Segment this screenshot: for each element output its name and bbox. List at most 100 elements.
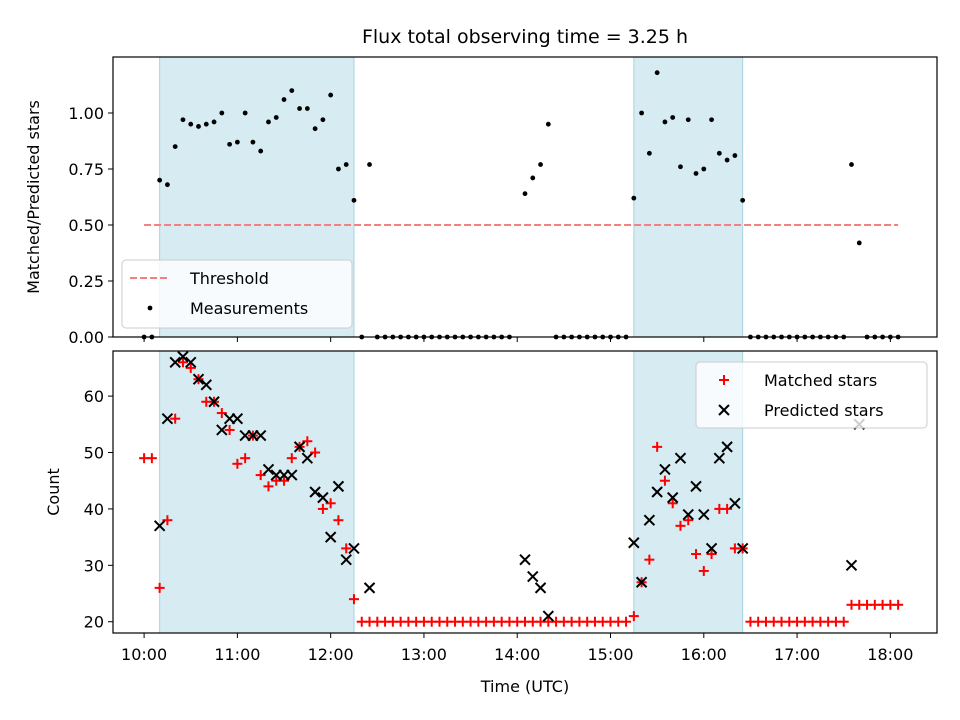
x-stroke	[153, 520, 166, 532]
x-tick-label: 14:00	[494, 645, 540, 664]
y-tick-label: 30	[84, 556, 104, 575]
measurement-point	[180, 117, 186, 123]
matched-star-point	[348, 594, 359, 605]
top-panel: 0.00 0.25 0.50 0.75 1.00 Threshold Measurement…	[68, 56, 938, 347]
x-stroke	[309, 486, 321, 498]
x-stroke	[651, 486, 663, 498]
predicted-star-point	[705, 542, 718, 555]
y-tick-label: 0.25	[68, 272, 104, 291]
measurement-point	[297, 106, 302, 111]
predicted-star-point	[216, 424, 228, 436]
bottom-y-axis-label: Count	[44, 468, 63, 516]
predicted-star-point	[200, 379, 212, 391]
x-stroke	[718, 404, 730, 416]
matched-star-point	[232, 458, 243, 469]
measurement-point	[273, 115, 279, 120]
x-stroke	[317, 491, 329, 504]
matched-star-point	[146, 453, 157, 464]
predicted-star-point	[674, 452, 687, 464]
measurement-point	[250, 139, 256, 145]
matched-star-point	[722, 503, 733, 514]
measurement-point	[281, 97, 287, 102]
legend: Matched stars Predicted stars	[695, 361, 928, 429]
measurement-point	[203, 121, 209, 127]
measurement-point	[662, 119, 668, 125]
x-axis-label: Time (UTC)	[480, 677, 569, 696]
predicted-star-point	[293, 441, 306, 453]
matched-star-point	[325, 498, 336, 509]
measurement-point	[709, 117, 714, 123]
matched-star-point	[216, 408, 227, 419]
y-tick-label: 20	[84, 613, 104, 632]
x-stroke	[301, 452, 314, 464]
predicted-star-point	[713, 452, 726, 464]
x-stroke	[659, 463, 671, 476]
y-tick-label: 0.00	[68, 328, 104, 347]
predicted-star-point	[324, 531, 337, 543]
measurement-point	[701, 166, 707, 172]
matched-star-point	[691, 549, 702, 560]
measurement-point	[328, 92, 334, 98]
matched-star-point	[185, 362, 196, 373]
legend-box	[695, 361, 928, 429]
matched-star-point	[224, 424, 235, 435]
y-tick-label: 40	[84, 500, 104, 519]
x-stroke	[363, 582, 376, 594]
x-stroke	[713, 452, 726, 464]
legend-matched-swatch	[719, 375, 729, 385]
matched-star-point	[652, 441, 663, 452]
measurement-point	[538, 162, 543, 167]
predicted-star-point	[527, 570, 539, 583]
matched-star-point	[240, 453, 251, 464]
matched-star-point	[286, 453, 297, 464]
measurement-point	[312, 126, 318, 132]
measurement-point	[211, 119, 217, 125]
measurement-point	[219, 110, 225, 116]
measurement-point	[646, 150, 652, 156]
x-stroke	[674, 452, 687, 464]
predicted-star-point	[534, 582, 547, 594]
predicted-star-point	[286, 469, 298, 481]
measurement-point	[320, 117, 326, 123]
measurement-point	[724, 157, 730, 163]
measurement-point	[670, 115, 676, 120]
x-stroke	[729, 497, 741, 509]
predicted-star-point	[185, 356, 197, 368]
matched-star-point	[177, 357, 188, 368]
measurement-point	[732, 153, 738, 158]
measurement-point	[654, 70, 660, 76]
x-stroke	[705, 542, 718, 555]
predicted-star-point	[301, 452, 314, 464]
predicted-star-point	[519, 553, 531, 566]
y-tick-label: 60	[84, 387, 104, 406]
measurement-point	[522, 191, 528, 197]
predicted-star-point	[736, 542, 749, 555]
x-stroke	[192, 373, 205, 385]
matched-star-point	[838, 616, 849, 627]
measurement-point	[227, 141, 233, 147]
measurement-point	[188, 121, 194, 127]
matched-star-point	[698, 565, 709, 576]
x-stroke	[332, 480, 345, 493]
measurement-point	[545, 121, 551, 127]
matched-star-point	[302, 436, 313, 447]
x-stroke	[721, 441, 733, 453]
x-stroke	[286, 469, 298, 481]
matched-star-point	[263, 481, 274, 492]
x-stroke	[169, 356, 181, 368]
predicted-star-point	[659, 463, 671, 476]
predicted-star-point	[348, 542, 360, 555]
axes-frame	[112, 56, 938, 338]
legend-measurement-swatch	[147, 305, 153, 311]
predicted-star-point	[666, 491, 679, 504]
legend-predicted-swatch	[718, 404, 730, 416]
x-stroke	[628, 537, 640, 549]
bottom-panel: 20 30 40 50 60 10:00 11:00 12:00 13:00 14:00 15:00…	[84, 350, 938, 664]
predicted-star-point	[317, 491, 329, 504]
y-tick-label: 0.75	[68, 160, 104, 179]
shaded-interval	[159, 351, 354, 633]
x-stroke	[200, 379, 212, 391]
predicted-star-point	[254, 429, 267, 442]
predicted-star-point	[635, 576, 648, 588]
